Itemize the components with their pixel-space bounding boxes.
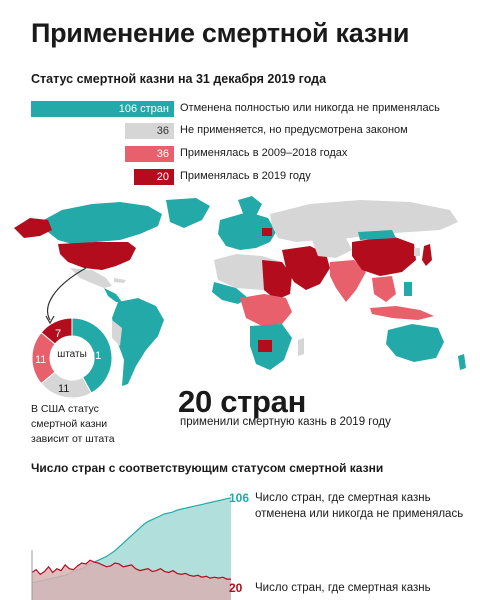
legend-row: 36 Не применяется, но предусмотрена закон… [31,123,451,139]
legend-bar: 36 [125,146,174,162]
map-central-america [104,288,122,302]
donut-label-pink: 11 [35,354,47,366]
map-middle-east [282,246,330,290]
donut-segment [71,317,113,394]
map-belarus [262,228,272,236]
map-africa-west [212,282,248,304]
page-title: Применение смертной казни [31,18,410,48]
map-south-america [112,298,164,386]
map-africa-central [240,294,292,326]
map-scandinavia [238,196,262,216]
map-sa-gray [112,320,122,346]
legend-bar: 106 стран [31,101,174,117]
us-note-line-3: зависит от штата [31,433,115,445]
area-red [32,560,231,600]
legend-label: Применялась в 2009–2018 годах [180,147,348,159]
map-usa [58,242,136,270]
line-red [31,559,231,580]
map-se-asia [372,276,396,302]
legend-row: 20 Применялась в 2019 году [31,169,451,185]
legend-bar: 20 [134,169,174,185]
map-mexico [70,268,112,288]
donut-label-red: 7 [55,328,62,340]
legend-row: 36 Применялась в 2009–2018 годах [31,146,451,162]
map-india [330,260,366,302]
legend-bar: 36 [125,123,174,139]
legend-label: Не применяется, но предусмотрена законом [180,124,408,136]
chart-title: Число стран с соответствующим статусом с… [31,461,384,475]
map-japan [422,244,432,266]
series-end-label-red: 20 [229,581,243,595]
map-korea [414,248,420,256]
us-note: В США статус смертной казни зависит от ш… [31,402,115,447]
map-indonesia [370,306,434,320]
highlight-text: применили смертную казнь в 2019 году [180,416,391,428]
legend-label: Отменена полностью или никогда не примен… [180,102,440,114]
map-australia [386,324,444,362]
series-desc-red: Число стран, где смертная казнь [255,582,431,594]
donut-label-teal: 21 [89,350,102,362]
legend-label: Применялась в 2019 году [180,170,311,182]
donut-segment [40,317,73,345]
highlight-number: 20 стран [178,384,307,419]
map-alaska [14,218,52,238]
world-map [14,196,466,386]
map-canada [40,202,162,244]
us-note-line-1: В США статус [31,403,99,415]
series-desc-teal: Число стран, где смертная казнь отменена… [255,492,464,520]
donut-center-label: штаты [57,349,87,360]
us-arrow-head [45,315,55,325]
map-madagascar [298,338,304,356]
map-cuba [114,278,126,283]
map-europe [218,212,276,250]
us-note-line-2: смертной казни [31,418,108,430]
donut-label-gray: 11 [58,383,70,395]
map-mongolia [358,230,396,240]
map-subtitle: Статус смертной казни на 31 декабря 2019… [31,72,327,86]
map-china [352,236,416,276]
us-arrow [47,267,87,321]
series-end-label-teal: 106 [229,491,250,505]
map-new-zealand [458,354,466,370]
map-russia [270,200,458,242]
us-states-donut [31,317,113,399]
legend-row: 106 стран Отменена полностью или никогда … [31,101,451,117]
map-central-asia [312,238,352,258]
map-philippines [404,282,412,296]
map-greenland [166,198,210,228]
map-egypt-sudan [262,260,292,300]
map-botswana [258,340,272,352]
area-chart [31,497,232,600]
